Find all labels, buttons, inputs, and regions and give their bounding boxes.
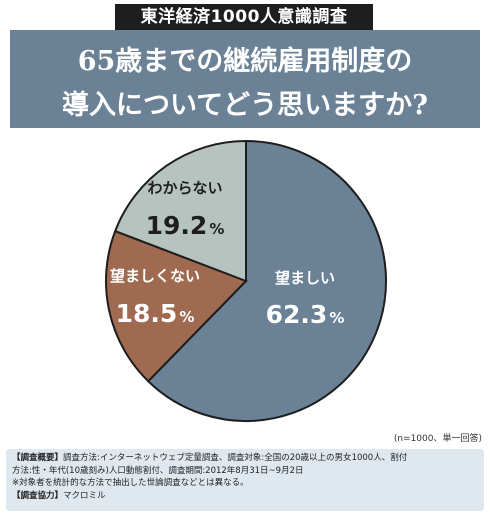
overview-line-2: 方法:性・年代(10歳刻み)人口動態割付、調査期間:2012年8月31日~9月2… xyxy=(12,465,304,476)
overview-line-3: ※対象者を統計的な方法で抽出した世論調査などとは異なる。 xyxy=(12,478,249,488)
pie-labels: 望ましい 62.3 % 望ましくない 18.5 % わからない 19.2% xyxy=(110,179,344,329)
sample-note: (n=1000、単一回答) xyxy=(393,434,482,444)
pie-chart: 望ましい 62.3 % 望ましくない 18.5 % わからない 19.2% xyxy=(105,139,387,422)
slice-value: 19.2% xyxy=(146,211,225,240)
slice-value: 62.3% xyxy=(266,300,345,329)
pie-slices xyxy=(105,139,387,422)
cooperation-value: マクロミル xyxy=(63,490,106,501)
slice-label: わからない xyxy=(147,179,222,197)
overview-label: 【調査概要】 xyxy=(12,453,64,463)
question-line-2: 導入についてどう思いますか? xyxy=(61,90,428,121)
question-banner: 65歳までの継続雇用制度の 導入についてどう思いますか? xyxy=(10,30,480,128)
survey-tag: 東洋経済1000人意識調査 xyxy=(115,4,373,30)
survey-footer: 【調査概要】調査方法:インターネットウェブ定量調査、調査対象:全国の20歳以上の… xyxy=(6,449,484,511)
slice-label: 望ましくない xyxy=(110,267,200,285)
slice-value: 18.5% xyxy=(116,299,195,328)
question-line-1: 65歳までの継続雇用制度の xyxy=(77,46,413,77)
cooperation-label: 【調査協力】 xyxy=(12,490,64,501)
pie-slice xyxy=(113,139,247,283)
slice-label: 望ましい xyxy=(275,269,335,287)
pie-slice xyxy=(146,139,387,422)
overview-line-1: 調査方法:インターネットウェブ定量調査、調査対象:全国の20歳以上の男女1000… xyxy=(63,453,408,463)
